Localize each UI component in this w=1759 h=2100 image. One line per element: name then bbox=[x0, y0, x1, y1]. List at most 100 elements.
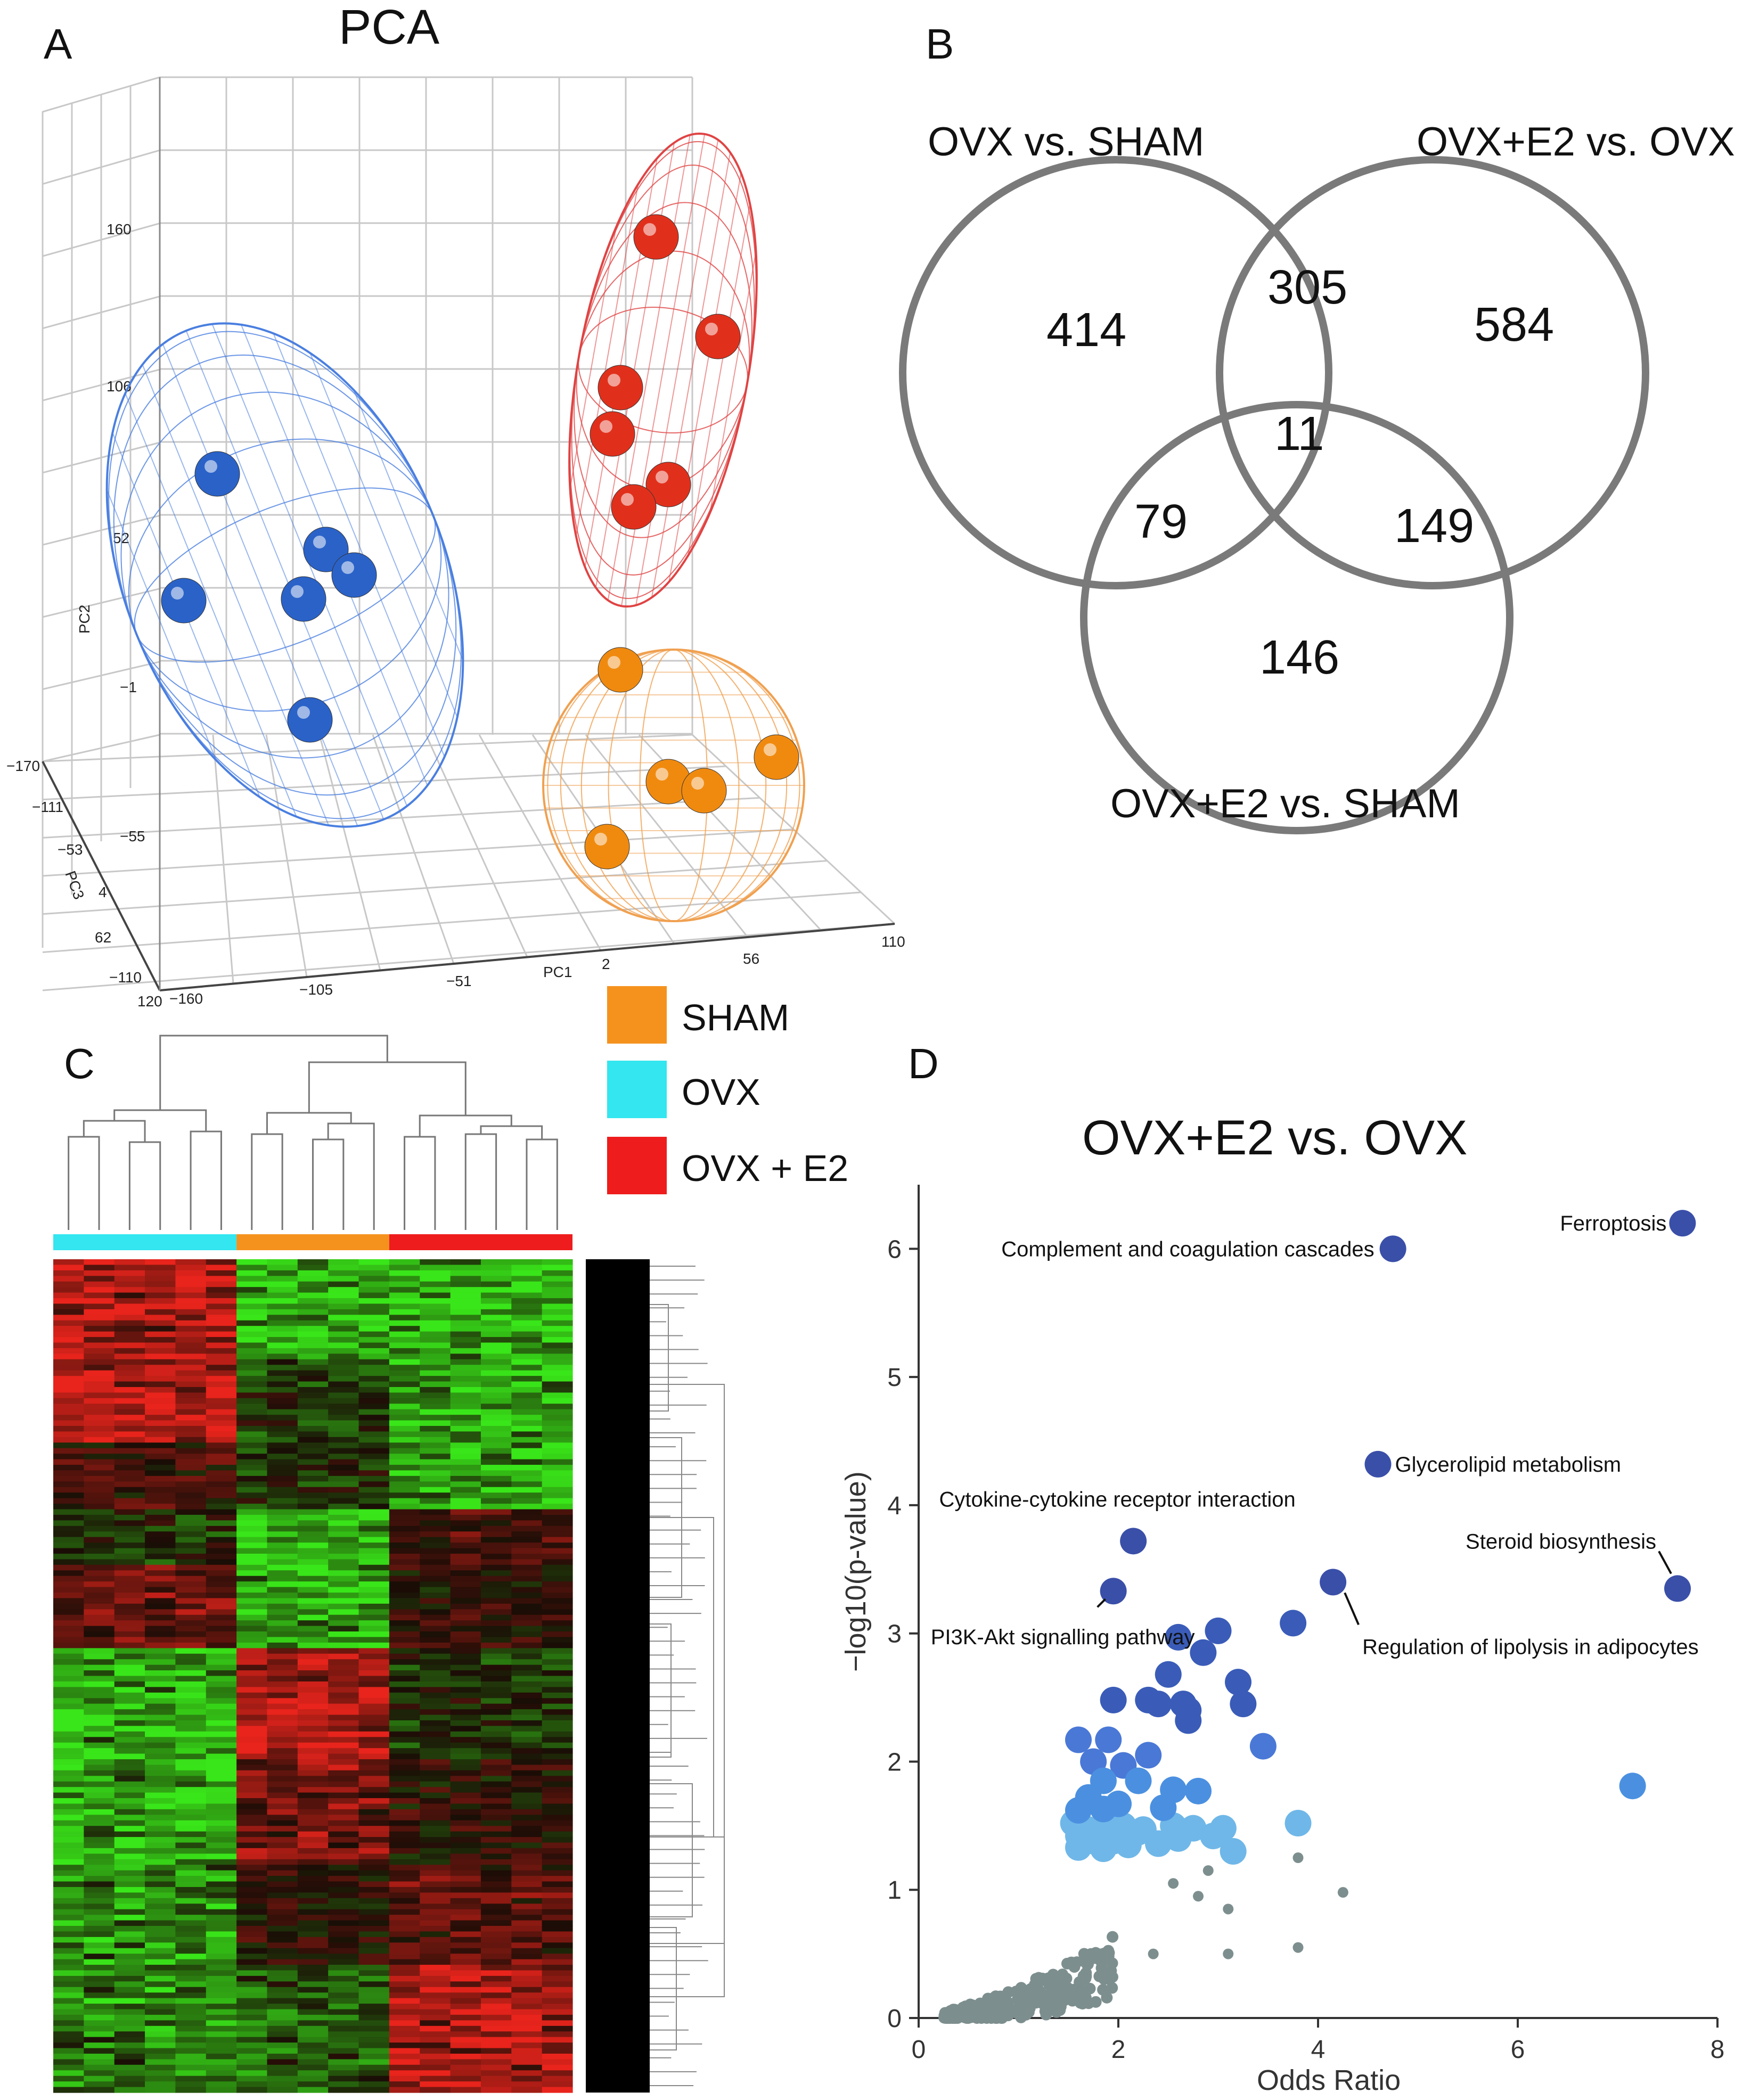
heatmap-cell bbox=[511, 1931, 543, 1938]
heatmap-cell bbox=[114, 1959, 145, 1965]
heatmap-cell bbox=[389, 1342, 420, 1349]
pc1-tick: 2 bbox=[602, 956, 610, 972]
heatmap-cell bbox=[297, 1370, 329, 1376]
heatmap-cell bbox=[542, 2087, 573, 2093]
heatmap-cell bbox=[145, 1931, 176, 1938]
heatmap-cell bbox=[175, 1715, 207, 1721]
heatmap-cell bbox=[206, 2053, 237, 2060]
heatmap-cell bbox=[236, 2037, 268, 2043]
heatmap-cell bbox=[145, 1865, 176, 1871]
heatmap-cell bbox=[511, 1315, 543, 1321]
heatmap-cell bbox=[511, 1492, 543, 1499]
heatmap-cell bbox=[480, 2064, 512, 2071]
heatmap-cell bbox=[542, 1975, 573, 1982]
heatmap-cell bbox=[420, 1703, 451, 1710]
heatmap-cell bbox=[267, 2025, 298, 2032]
heatmap-cell bbox=[236, 1415, 268, 1421]
heatmap-cell bbox=[389, 1392, 420, 1399]
heatmap-cell bbox=[84, 1792, 115, 1799]
heatmap-cell bbox=[114, 1937, 145, 1943]
pc3-tick: −53 bbox=[58, 841, 83, 858]
heatmap-cell bbox=[206, 1748, 237, 1754]
heatmap-cell bbox=[236, 1726, 268, 1732]
heatmap-cell bbox=[236, 1504, 268, 1510]
heatmap-cell bbox=[480, 2042, 512, 2049]
heatmap-cell bbox=[175, 1937, 207, 1943]
heatmap-cell bbox=[145, 1426, 176, 1432]
heatmap-cell bbox=[542, 1504, 573, 1510]
heatmap-cell bbox=[420, 1753, 451, 1760]
heatmap-cell bbox=[114, 1381, 145, 1388]
heatmap-cell bbox=[480, 1787, 512, 1793]
heatmap-cell bbox=[84, 1726, 115, 1732]
heatmap-cell bbox=[114, 1287, 145, 1293]
heatmap-cell bbox=[53, 1865, 84, 1871]
heatmap-cell bbox=[542, 1431, 573, 1438]
heatmap-cell bbox=[389, 1320, 420, 1326]
heatmap-cell bbox=[114, 1920, 145, 1926]
heatmap-cell bbox=[358, 1820, 390, 1826]
heatmap-cell bbox=[450, 1954, 481, 1960]
heatmap-cell bbox=[511, 1442, 543, 1449]
heatmap-cell bbox=[84, 1815, 115, 1821]
nonsignificant-point bbox=[1080, 1967, 1092, 1979]
heatmap-cell bbox=[420, 1975, 451, 1982]
heatmap-cell bbox=[114, 1448, 145, 1454]
heatmap-cell bbox=[480, 1759, 512, 1766]
heatmap-cell bbox=[542, 1626, 573, 1632]
moderate-point bbox=[1090, 1835, 1117, 1863]
heatmap-cell bbox=[175, 1520, 207, 1527]
heatmap-cell bbox=[297, 1926, 329, 1932]
heatmap-cell bbox=[145, 2004, 176, 2010]
mesh-parallel bbox=[125, 393, 297, 817]
heatmap-cell bbox=[511, 2087, 543, 2093]
heatmap-cell bbox=[480, 1915, 512, 1921]
heatmap-cell bbox=[511, 2037, 543, 2043]
heatmap-cell bbox=[84, 1437, 115, 1443]
heatmap-cell bbox=[389, 1454, 420, 1460]
heatmap-cell bbox=[328, 2070, 359, 2077]
heatmap-cell bbox=[389, 1426, 420, 1432]
heatmap-cell bbox=[267, 1770, 298, 1776]
heatmap-cell bbox=[480, 1564, 512, 1571]
heatmap-cell bbox=[328, 1975, 359, 1982]
heatmap-cell bbox=[53, 1920, 84, 1926]
heatmap-cell bbox=[542, 1487, 573, 1493]
heatmap-cell bbox=[358, 1598, 390, 1604]
heatmap-cell bbox=[53, 1570, 84, 1577]
heatmap-cell bbox=[389, 2025, 420, 2032]
heatmap-cell bbox=[175, 1481, 207, 1488]
heatmap-cell bbox=[145, 1881, 176, 1888]
heatmap-cell bbox=[297, 1715, 329, 1721]
heatmap-cell bbox=[358, 1381, 390, 1388]
heatmap-cell bbox=[297, 1981, 329, 1988]
heatmap-cell bbox=[511, 1859, 543, 1865]
heatmap-cell bbox=[114, 1370, 145, 1376]
heatmap-cell bbox=[206, 1987, 237, 1993]
heatmap-cell bbox=[420, 2087, 451, 2093]
heatmap-cell bbox=[114, 1915, 145, 1921]
heatmap-cell bbox=[267, 1970, 298, 1976]
heatmap-cell bbox=[542, 2076, 573, 2082]
heatmap-cell bbox=[267, 1609, 298, 1615]
heatmap-cell bbox=[267, 1331, 298, 1338]
heatmap-cell bbox=[84, 1459, 115, 1465]
pca-pc1-ticks: −160 −105 −51 2 56 110 bbox=[169, 933, 905, 1007]
heatmap-cell bbox=[511, 1298, 543, 1305]
heatmap-cell bbox=[145, 1904, 176, 1910]
heatmap-cell bbox=[480, 1281, 512, 1287]
heatmap-cell bbox=[84, 1387, 115, 1393]
heatmap-cell bbox=[236, 1303, 268, 1310]
heatmap-cell bbox=[236, 2014, 268, 2021]
sphere-highlight bbox=[621, 493, 634, 506]
heatmap-cell bbox=[297, 1559, 329, 1565]
y-tick-label: 0 bbox=[887, 2005, 902, 2033]
heatmap-cell bbox=[389, 1881, 420, 1888]
heatmap-cell bbox=[450, 1315, 481, 1321]
heatmap-cell bbox=[175, 1681, 207, 1687]
x-tick-label: 0 bbox=[912, 2036, 926, 2064]
heatmap-cell bbox=[450, 1270, 481, 1276]
heatmap-cell bbox=[420, 1270, 451, 1276]
heatmap-cell bbox=[267, 1703, 298, 1710]
grid-line bbox=[318, 734, 381, 971]
